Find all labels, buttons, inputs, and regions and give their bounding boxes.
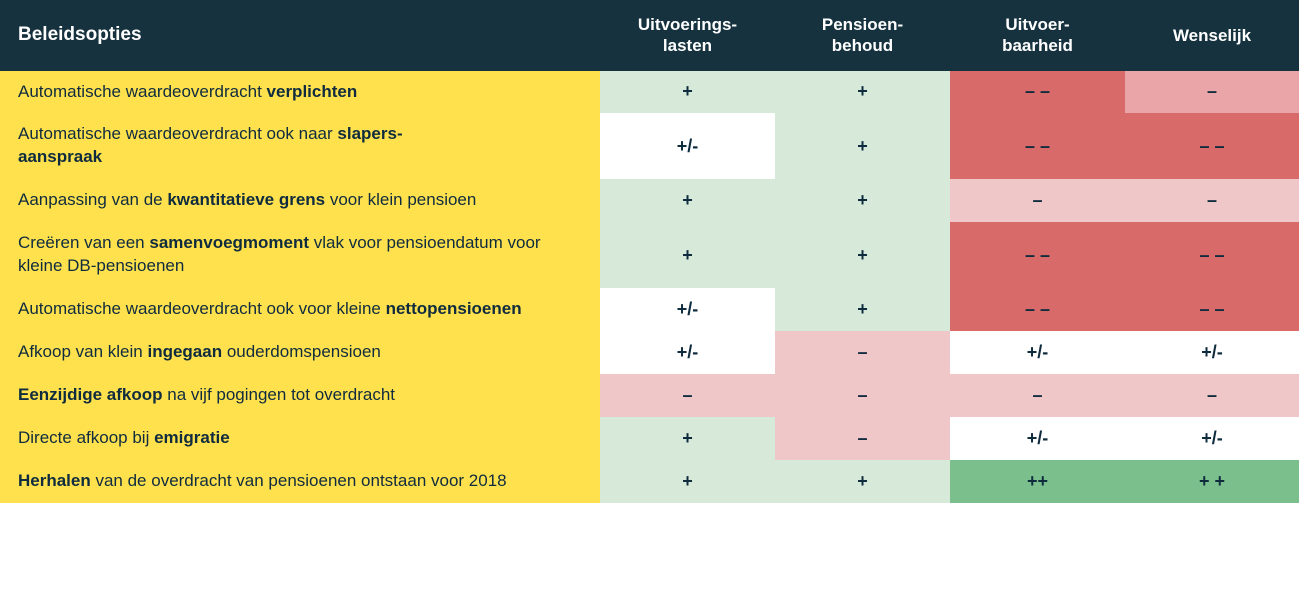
rating-cell: – <box>950 179 1125 222</box>
rating-cell: – <box>1125 374 1299 417</box>
col-header-label: Beleidsopties <box>0 0 600 71</box>
rating-cell: + <box>775 71 950 114</box>
rating-cell: +/- <box>950 417 1125 460</box>
rating-cell: – – <box>950 113 1125 179</box>
rating-cell: +/- <box>600 331 775 374</box>
rating-cell: – – <box>950 71 1125 114</box>
table-row: Afkoop van klein ingegaan ouderdomspensi… <box>0 331 1299 374</box>
rating-cell: – – <box>1125 113 1299 179</box>
policy-options-table-container: BeleidsoptiesUitvoerings-lastenPensioen-… <box>0 0 1299 503</box>
rating-cell: +/- <box>1125 331 1299 374</box>
rating-cell: + <box>600 179 775 222</box>
rating-cell: + <box>775 179 950 222</box>
rating-cell: +/- <box>950 331 1125 374</box>
rating-cell: ++ <box>950 460 1125 503</box>
col-header-c2: Pensioen-behoud <box>775 0 950 71</box>
rating-cell: + + <box>1125 460 1299 503</box>
rating-cell: – <box>950 374 1125 417</box>
policy-options-table: BeleidsoptiesUitvoerings-lastenPensioen-… <box>0 0 1299 503</box>
row-label: Aanpassing van de kwantitatieve grens vo… <box>0 179 600 222</box>
table-row: Automatische waardeoverdracht ook voor k… <box>0 288 1299 331</box>
col-header-c3: Uitvoer-baarheid <box>950 0 1125 71</box>
rating-cell: + <box>600 417 775 460</box>
col-header-c4: Wenselijk <box>1125 0 1299 71</box>
rating-cell: – – <box>1125 288 1299 331</box>
rating-cell: – – <box>950 288 1125 331</box>
col-header-c1: Uitvoerings-lasten <box>600 0 775 71</box>
row-label: Directe afkoop bij emigratie <box>0 417 600 460</box>
table-row: Creëren van een samenvoegmoment vlak voo… <box>0 222 1299 288</box>
rating-cell: – <box>775 374 950 417</box>
table-row: Herhalen van de overdracht van pensioene… <box>0 460 1299 503</box>
row-label: Automatische waardeoverdracht ook naar s… <box>0 113 600 179</box>
rating-cell: + <box>775 288 950 331</box>
rating-cell: + <box>775 222 950 288</box>
rating-cell: – – <box>1125 222 1299 288</box>
rating-cell: – <box>600 374 775 417</box>
table-row: Eenzijdige afkoop na vijf pogingen tot o… <box>0 374 1299 417</box>
row-label: Eenzijdige afkoop na vijf pogingen tot o… <box>0 374 600 417</box>
table-row: Aanpassing van de kwantitatieve grens vo… <box>0 179 1299 222</box>
rating-cell: + <box>775 113 950 179</box>
table-header-row: BeleidsoptiesUitvoerings-lastenPensioen-… <box>0 0 1299 71</box>
rating-cell: + <box>600 460 775 503</box>
table-row: Automatische waardeoverdracht ook naar s… <box>0 113 1299 179</box>
table-body: Automatische waardeoverdracht verplichte… <box>0 71 1299 503</box>
rating-cell: – <box>1125 179 1299 222</box>
table-row: Directe afkoop bij emigratie+–+/-+/- <box>0 417 1299 460</box>
rating-cell: – <box>775 331 950 374</box>
rating-cell: +/- <box>600 288 775 331</box>
row-label: Creëren van een samenvoegmoment vlak voo… <box>0 222 600 288</box>
rating-cell: – <box>775 417 950 460</box>
row-label: Automatische waardeoverdracht verplichte… <box>0 71 600 114</box>
rating-cell: – – <box>950 222 1125 288</box>
row-label: Afkoop van klein ingegaan ouderdomspensi… <box>0 331 600 374</box>
table-row: Automatische waardeoverdracht verplichte… <box>0 71 1299 114</box>
row-label: Herhalen van de overdracht van pensioene… <box>0 460 600 503</box>
rating-cell: +/- <box>1125 417 1299 460</box>
rating-cell: +/- <box>600 113 775 179</box>
row-label: Automatische waardeoverdracht ook voor k… <box>0 288 600 331</box>
rating-cell: – <box>1125 71 1299 114</box>
rating-cell: + <box>600 222 775 288</box>
rating-cell: + <box>600 71 775 114</box>
rating-cell: + <box>775 460 950 503</box>
